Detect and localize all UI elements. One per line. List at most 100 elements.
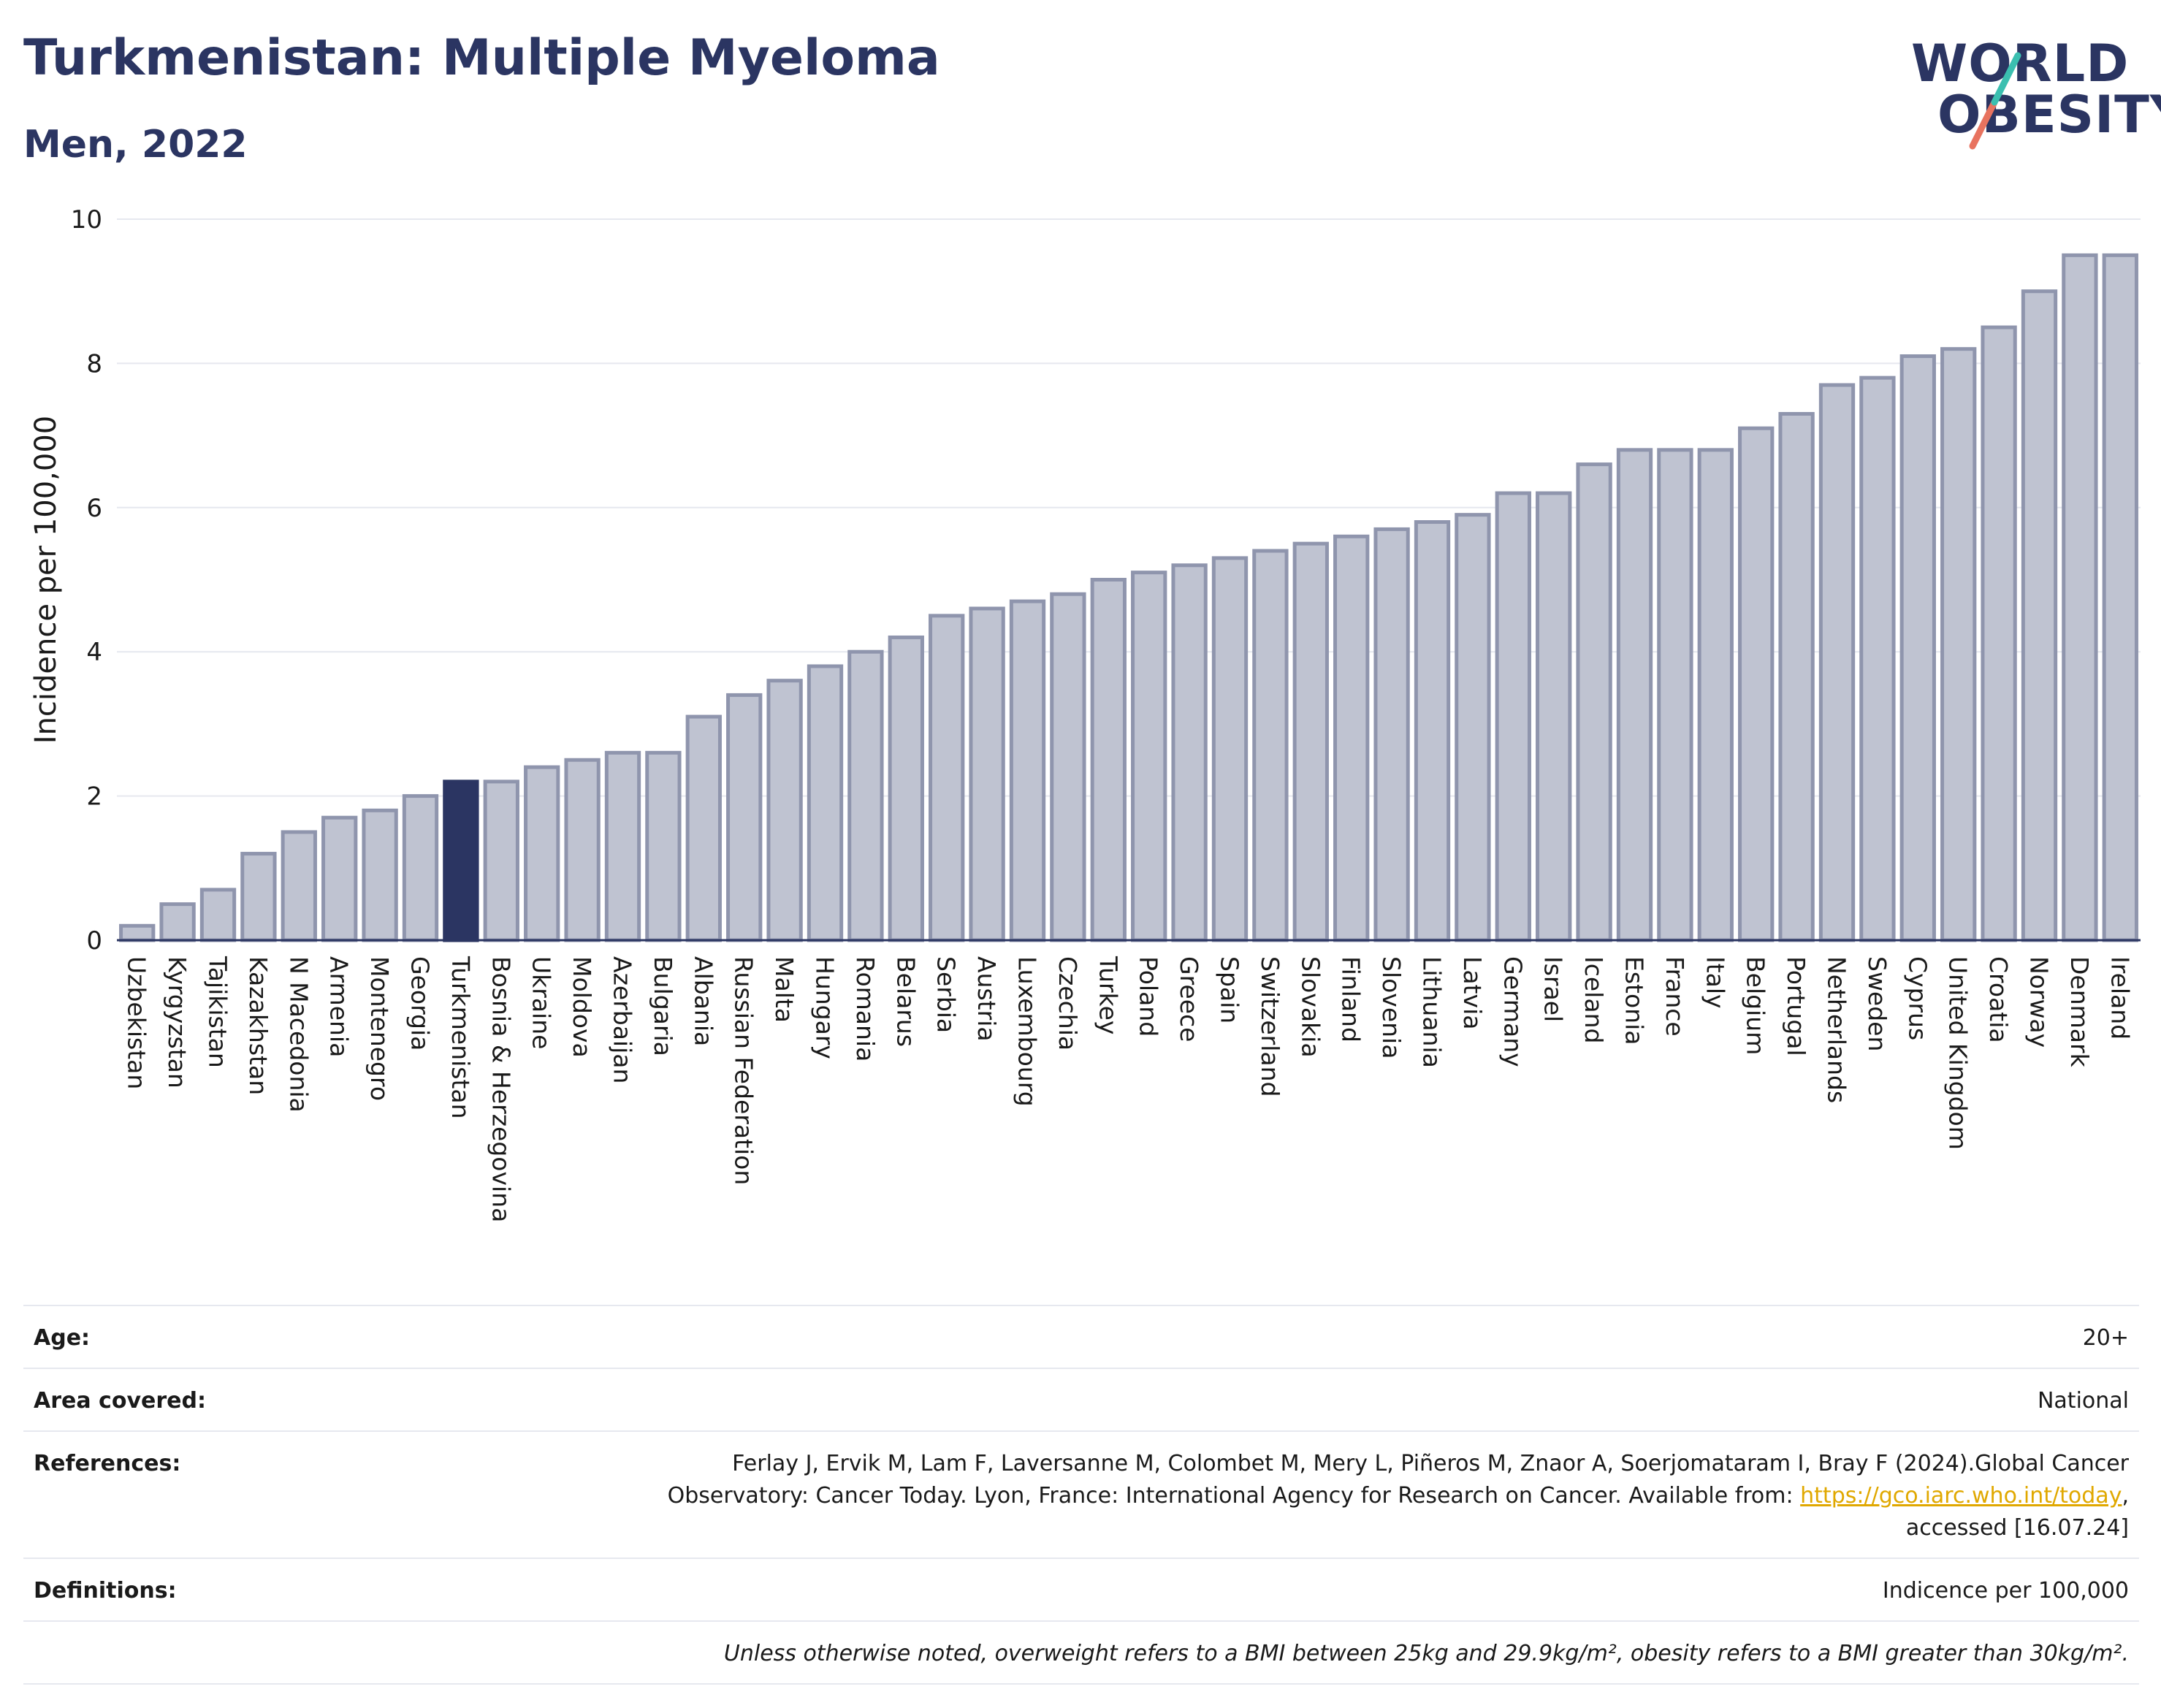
bar-ireland [2102, 253, 2138, 942]
references-label: References: [34, 1451, 181, 1476]
x-tick-label: Turkey [1094, 956, 1122, 1034]
x-tick-label: Armenia [325, 956, 354, 1057]
bar-switzerland [1252, 549, 1289, 942]
footer-table: Age: 20+ Area covered: National Referenc… [23, 1305, 2139, 1685]
references-text-4: accessed [16.07.24] [1905, 1515, 2129, 1541]
y-tick-label: 2 [86, 782, 102, 812]
bar-italy [1697, 448, 1734, 942]
bar-cyprus [1899, 354, 1936, 942]
bar-malta [766, 679, 803, 942]
references-link[interactable]: https://gco.iarc.who.int/today [1800, 1483, 2122, 1509]
bar-albania [685, 714, 722, 942]
bar-slovenia [1373, 527, 1410, 942]
x-tick-label: Italy [1701, 956, 1729, 1009]
y-axis-label: Incidence per 100,000 [29, 416, 63, 744]
bar-luxembourg [1009, 599, 1046, 942]
bar-turkey [1090, 578, 1127, 942]
x-tick-label: Slovenia [1377, 956, 1406, 1059]
bar-chart: 0 2 4 6 8 10 Incidence per 100,000 Uzbekistan Ky… [29, 205, 2141, 1222]
bar-lithuania [1414, 520, 1451, 942]
x-tick-label: N Macedonia [284, 956, 313, 1113]
x-tick-label: Russian Federation [730, 956, 758, 1185]
bar-russian-federation [726, 693, 763, 942]
x-tick-label: Uzbekistan [123, 956, 151, 1089]
x-tick-label: Lithuania [1418, 956, 1447, 1068]
logo-slash-icon [1969, 52, 2021, 150]
x-tick-label: Serbia [932, 956, 961, 1033]
y-tick-label: 4 [86, 638, 102, 667]
x-tick-label: Portugal [1782, 956, 1810, 1056]
bar-united-kingdom [1940, 347, 1977, 942]
bar-montenegro [362, 808, 398, 942]
x-tick-label: Latvia [1458, 956, 1487, 1029]
x-tick-label: Belarus [891, 956, 920, 1047]
page-subtitle: Men, 2022 [23, 123, 248, 167]
bar-n-macedonia [281, 830, 317, 942]
bar-uzbekistan [119, 923, 156, 942]
x-tick-label: Hungary [811, 956, 839, 1059]
note-row: Unless otherwise noted, overweight refer… [23, 1620, 2139, 1685]
world-obesity-logo: WORLD OBESITY [1899, 29, 2161, 161]
x-tick-label: Malta [770, 956, 799, 1023]
definitions-row: Definitions: Indicence per 100,000 [23, 1558, 2139, 1620]
bar-norway [2021, 289, 2058, 942]
x-tick-label: Iceland [1579, 956, 1608, 1043]
x-tick-label: Croatia [1984, 956, 2013, 1043]
bar-armenia [321, 815, 358, 942]
age-row: Age: 20+ [23, 1305, 2139, 1368]
references-text-3: , [2122, 1483, 2129, 1509]
x-tick-label: Georgia [406, 956, 435, 1051]
bar-serbia [929, 614, 965, 942]
bar-germany [1495, 491, 1531, 942]
bar-austria [969, 606, 1005, 942]
x-tick-label: Sweden [1863, 956, 1891, 1051]
x-tick-label: Bosnia & Herzegovina [487, 956, 515, 1222]
bar-ukraine [524, 765, 560, 942]
area-value: National [2037, 1388, 2129, 1414]
bar-hungary [807, 664, 844, 942]
bar-poland [1131, 571, 1167, 942]
x-tick-label: Montenegro [365, 956, 394, 1101]
x-tick-label: Spain [1216, 956, 1244, 1023]
area-label: Area covered: [34, 1388, 206, 1414]
x-tick-label: Finland [1337, 956, 1365, 1042]
bar-kyrgyzstan [159, 902, 196, 942]
bar-france [1657, 448, 1693, 942]
bar-finland [1333, 534, 1370, 942]
bar-denmark [2062, 253, 2098, 942]
x-tick-label: Moldova [568, 956, 596, 1058]
bar-kazakhstan [240, 852, 277, 942]
x-tick-label: Czechia [1053, 956, 1082, 1051]
definitions-label: Definitions: [34, 1578, 177, 1604]
bar-slovakia [1292, 541, 1329, 942]
x-tick-label: Romania [851, 956, 880, 1061]
x-tick-label: Denmark [2065, 956, 2094, 1068]
bar-georgia [402, 794, 439, 942]
bar-bosnia-herzegovina [483, 779, 519, 942]
bar-israel [1536, 491, 1572, 942]
y-tick-label: 10 [71, 205, 102, 235]
bar-romania [847, 649, 884, 942]
references-text-2: Observatory: Cancer Today. Lyon, France:… [667, 1483, 1801, 1509]
logo-text-line1: WORLD [1911, 34, 2130, 94]
references-text-1: Ferlay J, Ervik M, Lam F, Laversanne M, … [732, 1451, 2129, 1476]
bar-netherlands [1818, 383, 1856, 942]
x-tick-label: Kazakhstan [244, 956, 272, 1095]
x-tick-label: Ukraine [527, 956, 556, 1049]
y-tick-label: 6 [86, 494, 102, 523]
x-tick-label: France [1661, 956, 1689, 1037]
bar-sweden [1859, 375, 1896, 942]
references-row: References: Ferlay J, Ervik M, Lam F, La… [23, 1430, 2139, 1558]
x-tick-label: Albania [689, 956, 717, 1046]
bar-estonia [1616, 448, 1653, 942]
x-tick-label: Tajikistan [204, 956, 232, 1068]
y-tick-label: 8 [86, 349, 102, 378]
bmi-note: Unless otherwise noted, overweight refer… [723, 1641, 2129, 1666]
age-value: 20+ [2082, 1325, 2129, 1351]
age-label: Age: [34, 1325, 91, 1351]
x-tick-label: United Kingdom [1944, 956, 1973, 1150]
x-tick-label: Luxembourg [1013, 956, 1042, 1107]
y-tick-label: 0 [86, 926, 102, 956]
x-tick-label: Azerbaijan [609, 956, 637, 1083]
x-tick-label: Bulgaria [649, 956, 677, 1056]
